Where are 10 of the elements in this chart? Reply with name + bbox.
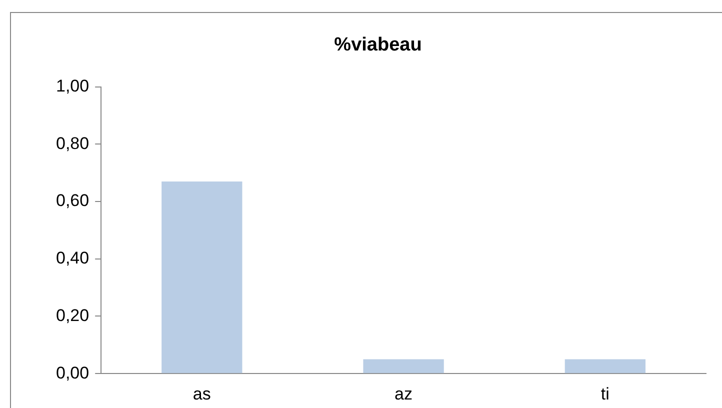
- y-tick-label: 0,80: [56, 134, 90, 153]
- y-tick-label: 0,00: [56, 363, 90, 382]
- x-tick-label: az: [394, 384, 413, 404]
- chart-title: %viabeau: [334, 34, 422, 56]
- y-tick-label: 0,40: [56, 248, 90, 268]
- y-tick-label: 0,60: [56, 191, 90, 210]
- x-tick-label: as: [192, 384, 211, 404]
- y-tick-label: 0,20: [56, 306, 90, 325]
- y-tick-label: 1,00: [56, 76, 90, 96]
- x-tick-label: ti: [600, 384, 610, 404]
